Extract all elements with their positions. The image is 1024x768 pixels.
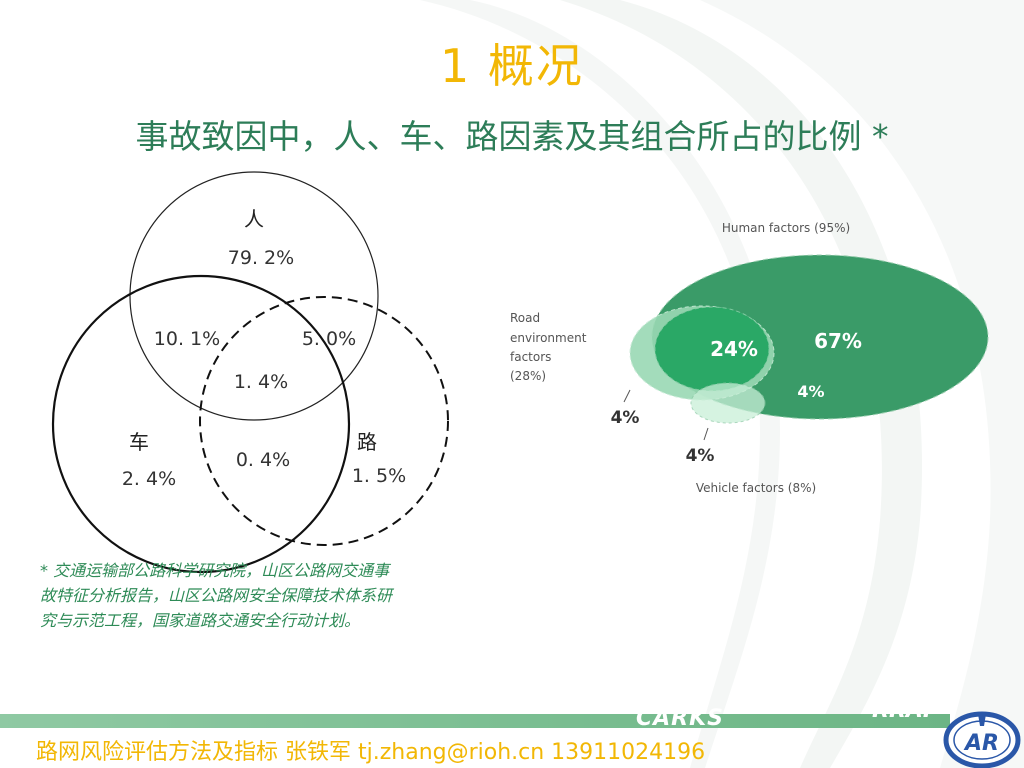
slide-title: 1 概况 (440, 39, 584, 93)
rioh-logo: AR (943, 711, 1021, 768)
value-vehicle-road: 0. 4% (236, 449, 290, 471)
circle-human (129, 171, 379, 421)
circle-road (199, 296, 449, 546)
value-human-vehicle: 10. 1% (154, 328, 220, 350)
label-human-factors: Human factors (95%) (722, 221, 850, 235)
circle-vehicle (51, 274, 351, 574)
label-vehicle-factors: Vehicle factors (8%) (696, 481, 816, 495)
label-road-line2: environment (510, 331, 587, 345)
value-human: 79. 2% (228, 247, 294, 269)
value-vehicle-only: 4% (686, 446, 715, 466)
label-road-line3: factors (510, 350, 551, 364)
label-human: 人 (244, 207, 264, 231)
value-vehicle: 2. 4% (122, 468, 176, 490)
road-only-leader (623, 389, 631, 403)
vehicle-only-leader (703, 427, 709, 441)
venn-cn: 人 79. 2% 10. 1% 5. 0% 1. 4% 车 2. 4% 0. 4… (51, 171, 449, 574)
footnote-line-3: 究与示范工程，国家道路交通安全行动计划。 (40, 611, 361, 630)
logo-letters: AR (963, 731, 999, 756)
brand-carks: CARKS (636, 706, 725, 731)
label-road-line1: Road (510, 311, 540, 325)
footnote-line-1: * 交通运输部公路科学研究院，山区公路网交通事 (40, 561, 390, 580)
value-human-only: 67% (814, 329, 862, 353)
value-human-vehicle-en: 4% (797, 382, 824, 401)
label-vehicle: 车 (129, 430, 149, 454)
value-road: 1. 5% (352, 465, 406, 487)
footnote-line-2: 故特征分析报告，山区公路网安全保障技术体系研 (40, 586, 393, 605)
label-road: 路 (357, 430, 377, 454)
ellipse-vehicle (690, 382, 766, 424)
venn-en: Human factors (95%) 67% 24% 4% Road envi… (510, 221, 989, 495)
label-road-line4: (28%) (510, 369, 546, 383)
value-human-road: 5. 0% (302, 328, 356, 350)
brand-rrap: RRAP (872, 698, 940, 723)
value-road-only: 4% (611, 408, 640, 428)
footer-text: 路网风险评估方法及指标 张铁军 tj.zhang@rioh.cn 1391102… (36, 740, 706, 765)
value-human-road-en: 24% (710, 337, 758, 361)
value-all-three: 1. 4% (234, 371, 288, 393)
bottom-bar (0, 714, 950, 728)
footnote: * 交通运输部公路科学研究院，山区公路网交通事 故特征分析报告，山区公路网安全保… (40, 558, 490, 633)
slide-subtitle: 事故致因中，人、车、路因素及其组合所占的比例 * (135, 117, 889, 156)
